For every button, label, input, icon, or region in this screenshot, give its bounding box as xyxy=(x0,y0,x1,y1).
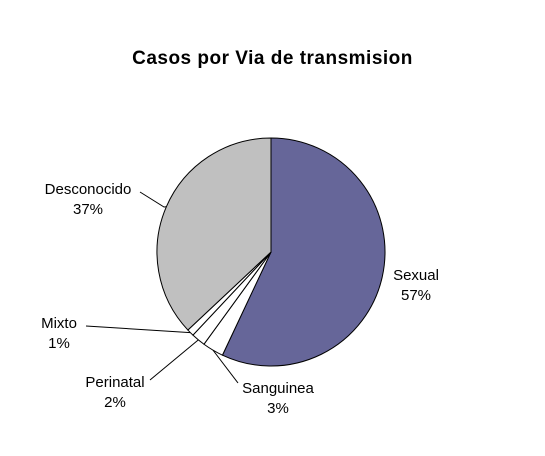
slice-label-perinatal: Perinatal 2% xyxy=(80,373,150,413)
leader-line-sanguinea xyxy=(212,349,239,384)
slice-percent: 57% xyxy=(400,287,432,304)
pie-slice-sexual xyxy=(221,137,386,367)
slice-label-sanguinea: Sanguinea 3% xyxy=(236,379,320,419)
leader-line-desconocido xyxy=(139,191,167,208)
leader-line-mixto xyxy=(85,325,191,334)
slice-name: Sexual xyxy=(393,267,439,284)
slice-name: Desconocido xyxy=(44,181,132,198)
slice-name: Sanguinea xyxy=(242,380,314,397)
slice-percent: 2% xyxy=(104,394,126,411)
slice-label-desconocido: Desconocido 37% xyxy=(38,180,138,220)
slice-label-sexual: Sexual 57% xyxy=(385,266,447,306)
slice-percent: 3% xyxy=(267,400,289,417)
pie-slice-desconocido xyxy=(156,137,272,331)
slice-label-mixto: Mixto 1% xyxy=(33,314,85,354)
slice-percent: 1% xyxy=(48,335,70,352)
slice-percent: 37% xyxy=(72,201,104,218)
slice-name: Mixto xyxy=(41,315,77,332)
chart-title: Casos por Via de transmision xyxy=(132,48,413,69)
slice-name: Perinatal xyxy=(85,374,145,391)
leader-line-perinatal xyxy=(149,339,199,381)
